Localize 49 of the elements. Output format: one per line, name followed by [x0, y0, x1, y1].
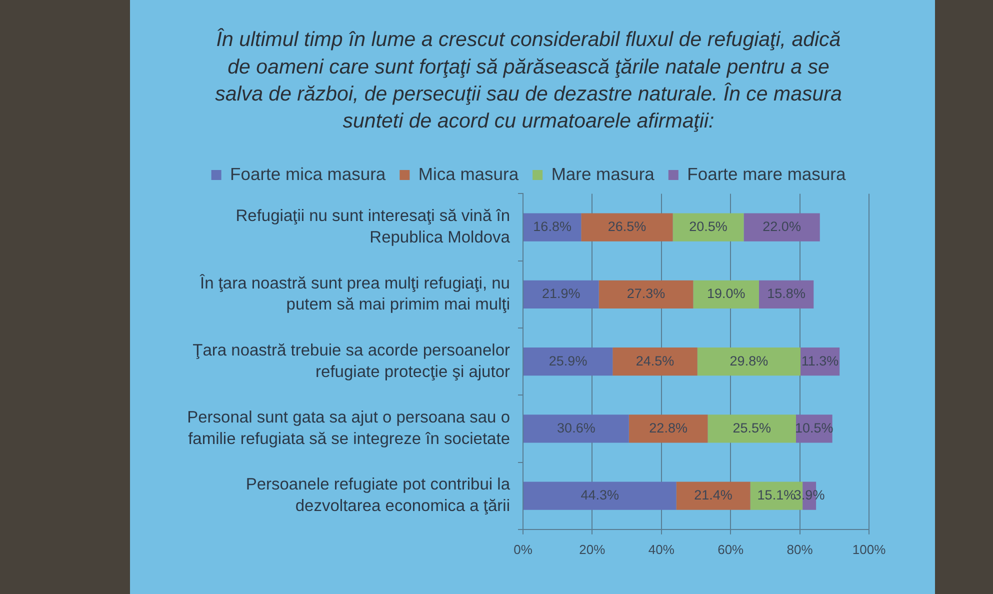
bar [581, 213, 673, 242]
chart-title: În ultimul timp în lume a crescut considerabil fluxul de refugiaţi, adică de oameni care sunt forţaţi să părăsească ţările natale pentru a se salva de război, de persecuţii sau de dezastre naturale. În ce masura sunteti de acord cu urmatoarele afirmaţii: [215, 28, 842, 132]
bar [672, 213, 744, 242]
legend-label: Foarte mica masura [230, 164, 386, 184]
x-tick-label: 60% [718, 542, 744, 557]
bar [524, 414, 629, 443]
y-tick-label: Persoanele refugiate pot contribui la dezvoltarea economica a ţării [246, 476, 511, 516]
bar [598, 280, 694, 309]
y-tick-label: Refugiaţii nu sunt interesaţi să vină în Republica Moldova [236, 207, 511, 247]
data-label: 27.3% [626, 286, 666, 302]
y-tick-label: Personal sunt gata sa ajut o persoana sau o familie refugiata să se integreze în societate [187, 408, 510, 448]
data-label: 21.9% [542, 286, 580, 302]
legend-label: Mare masura [551, 164, 655, 184]
data-label: 22.8% [649, 420, 688, 436]
bar [676, 482, 750, 510]
x-tick-label: 100% [852, 542, 886, 557]
bar [708, 414, 796, 443]
data-label: 29.8% [730, 353, 768, 368]
data-label: 24.5% [636, 353, 674, 368]
legend-label: Foarte mare masura [687, 164, 846, 184]
x-tick-label: 40% [648, 542, 675, 557]
data-label: 15.8% [767, 286, 806, 302]
data-label: 20.5% [689, 219, 728, 234]
data-label: 25.5% [732, 420, 772, 436]
data-label: 25.9% [548, 353, 588, 368]
x-tick-label: 0% [514, 542, 533, 557]
data-label: 22.0% [762, 219, 801, 234]
bar [524, 280, 599, 309]
bar [693, 280, 759, 309]
data-label: 11.3% [801, 353, 839, 368]
bar [612, 347, 698, 376]
x-tick-label: 20% [579, 542, 606, 557]
data-label: 19.0% [706, 286, 746, 302]
data-label: 21.4% [694, 488, 732, 503]
x-tick-label: 80% [786, 542, 814, 557]
data-label: 16.8% [533, 219, 572, 234]
bar [697, 347, 800, 376]
bar [744, 213, 820, 242]
bar [628, 414, 708, 443]
bar [524, 213, 582, 242]
y-tick-label: Ţara noastră trebuie sa acorde persoanelor refugiate protecţie şi ajutor [192, 341, 510, 381]
y-tick-label: În ţara noastră sunt prea mulţi refugiaţi, nu putem să mai primim mai mulţi [198, 273, 510, 314]
data-label: 26.5% [608, 219, 646, 234]
bar [524, 347, 613, 376]
data-label: 15.1% [757, 488, 796, 503]
bar [524, 482, 676, 510]
data-label: 44.3% [580, 488, 620, 503]
data-label: 30.6% [557, 420, 596, 436]
legend-label: Mica masura [418, 164, 519, 184]
